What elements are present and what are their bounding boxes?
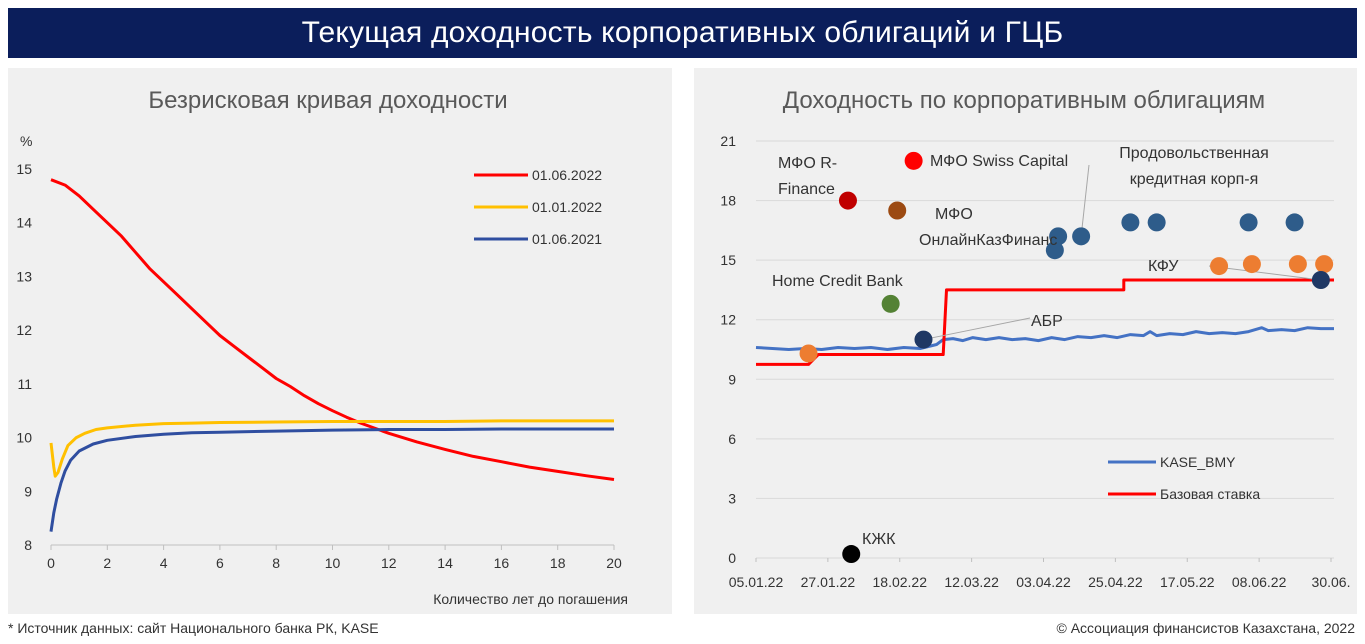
data-point xyxy=(1242,255,1261,274)
data-point xyxy=(838,191,857,210)
data-point xyxy=(1147,213,1166,232)
copyright-note: © Ассоциация финансистов Казахстана, 202… xyxy=(1056,620,1355,636)
data-point xyxy=(881,294,900,313)
data-point xyxy=(1049,227,1068,246)
y-tick-label: 13 xyxy=(16,268,32,284)
point-label: МФО ОнлайнКазФинанс xyxy=(919,206,1057,249)
x-tick-label: 14 xyxy=(437,555,453,571)
y-tick-label: 6 xyxy=(728,431,736,447)
point-label-line: ОнлайнКазФинанс xyxy=(919,232,1057,249)
y-tick-label: 18 xyxy=(720,193,736,209)
x-tick-label: 4 xyxy=(160,555,168,571)
data-point xyxy=(888,201,907,220)
legend-label: Базовая ставка xyxy=(1160,486,1260,502)
y-tick-label: 9 xyxy=(728,371,736,387)
y-tick-label: 3 xyxy=(728,490,736,506)
x-tick-label: 10 xyxy=(325,555,341,571)
point-label-line: Продовольственная xyxy=(1119,145,1269,162)
data-point xyxy=(842,545,861,564)
x-tick-label: 16 xyxy=(494,555,510,571)
point-label: КФУ xyxy=(1148,258,1179,275)
x-tick-label: 25.04.22 xyxy=(1088,574,1143,590)
x-tick-label: 8 xyxy=(272,555,280,571)
x-tick-label: 6 xyxy=(216,555,224,571)
data-point xyxy=(1311,271,1330,289)
x-tick-label: 12.03.22 xyxy=(944,574,999,590)
point-label-line: МФО xyxy=(935,206,973,223)
risk-free-curve-chart: Безрисковая кривая доходности% 8 9 10 11 12 13… xyxy=(16,87,628,607)
data-point xyxy=(1210,257,1229,276)
point-label: МФО R- Finance xyxy=(778,155,837,198)
y-tick-label: 10 xyxy=(16,430,32,446)
data-point xyxy=(1315,255,1334,274)
corporate-yield-panel: Доходность по корпоративным облигациям 0 3… xyxy=(694,68,1357,614)
data-point xyxy=(1239,213,1258,232)
data-point xyxy=(1072,227,1091,246)
y-tick-label: 11 xyxy=(17,376,32,392)
page-title: Текущая доходность корпоративных облигац… xyxy=(8,8,1357,58)
x-tick-label: 0 xyxy=(47,555,55,571)
legend-label: 01.01.2022 xyxy=(532,199,602,215)
point-label: МФО Swiss Capital xyxy=(930,153,1068,170)
series-line-01.06.2021 xyxy=(49,427,614,532)
source-note: * Источник данных: сайт Национального ба… xyxy=(8,620,379,636)
data-point xyxy=(914,330,933,349)
data-point xyxy=(1285,213,1304,232)
x-tick-label: 12 xyxy=(381,555,397,571)
data-point xyxy=(1045,241,1064,260)
y-tick-label: 9 xyxy=(24,483,32,499)
data-point xyxy=(904,151,923,170)
x-tick-label: 27.01.22 xyxy=(801,574,856,590)
risk-free-curve-panel: Безрисковая кривая доходности% 8 9 10 11 12 13… xyxy=(8,68,672,614)
y-tick-label: 12 xyxy=(720,312,736,328)
x-tick-label: 08.06.22 xyxy=(1232,574,1287,590)
series-line-Базовая ставка xyxy=(756,278,1334,366)
x-tick-label: 18 xyxy=(550,555,566,571)
x-tick-label: 03.04.22 xyxy=(1016,574,1071,590)
point-label-line: МФО R- xyxy=(778,155,837,172)
chart-title: Безрисковая кривая доходности xyxy=(148,87,507,114)
y-tick-label: 21 xyxy=(720,133,736,149)
data-point xyxy=(1288,255,1307,274)
y-axis-unit: % xyxy=(20,133,32,149)
legend-label: 01.06.2021 xyxy=(532,231,602,247)
x-tick-label: 18.02.22 xyxy=(873,574,928,590)
x-tick-label: 2 xyxy=(103,555,111,571)
leader-line xyxy=(1080,164,1090,237)
x-tick-label: 20 xyxy=(606,555,622,571)
y-tick-label: 0 xyxy=(728,550,736,566)
x-tick-label: 05.01.22 xyxy=(729,574,784,590)
y-tick-label: 15 xyxy=(16,161,32,177)
point-label-line: кредитная корп-я xyxy=(1130,171,1259,188)
x-tick-label: 30.06. xyxy=(1312,574,1351,590)
x-axis-label: Количество лет до погашения xyxy=(433,591,628,607)
series-line-01.06.2022 xyxy=(50,178,615,481)
series-line-KASE_BMY xyxy=(755,326,1334,351)
x-tick-label: 17.05.22 xyxy=(1160,574,1215,590)
point-label: Продовольственная кредитная корп-я xyxy=(1119,145,1269,188)
point-label: АБР xyxy=(1031,313,1063,330)
y-tick-label: 12 xyxy=(16,322,32,338)
point-label-line: Finance xyxy=(778,181,835,198)
series-line-01.01.2022 xyxy=(49,419,614,478)
data-point xyxy=(1121,213,1140,232)
legend-label: 01.06.2022 xyxy=(532,167,602,183)
legend-label: KASE_BMY xyxy=(1160,454,1236,470)
data-point xyxy=(799,344,818,363)
y-tick-label: 8 xyxy=(24,537,32,553)
leader-line xyxy=(923,317,1031,341)
point-label: КЖК xyxy=(862,531,896,548)
chart-title: Доходность по корпоративным облигациям xyxy=(783,87,1265,114)
corporate-yield-chart: Доходность по корпоративным облигациям03… xyxy=(720,87,1351,590)
point-label: Home Credit Bank xyxy=(772,273,904,290)
y-tick-label: 14 xyxy=(16,215,32,231)
y-tick-label: 15 xyxy=(720,252,736,268)
